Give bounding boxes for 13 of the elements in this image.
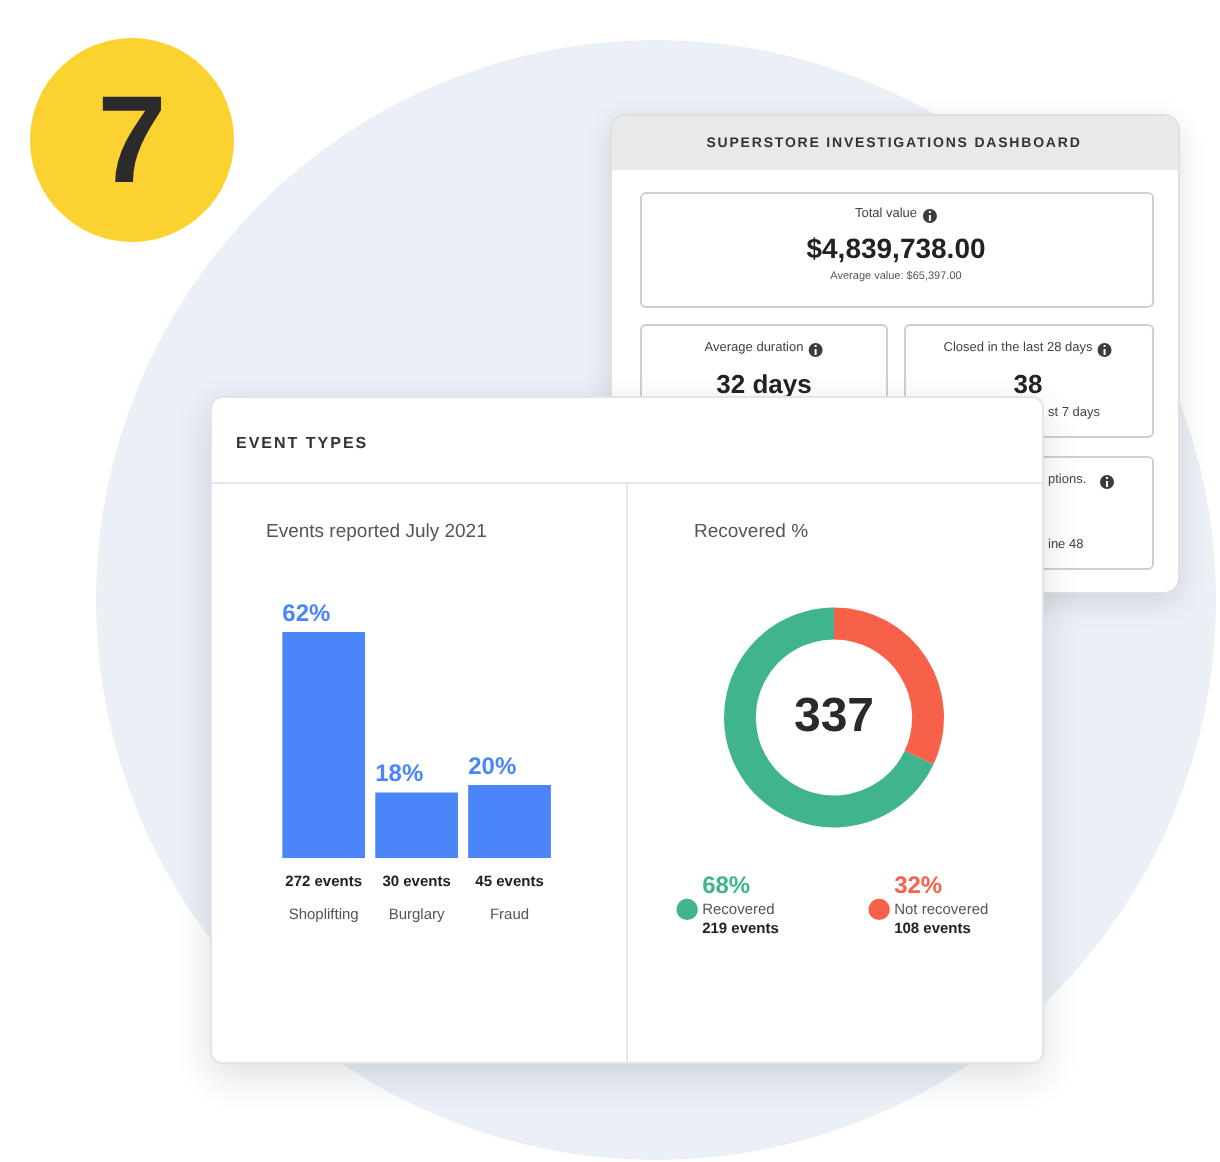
- text: EVENT TYPES: [236, 434, 369, 452]
- chart-title: Events reported July 2021: [266, 520, 487, 543]
- data-label: 20%: [468, 751, 517, 780]
- text: 337: [793, 688, 875, 743]
- chart-title: Recovered %: [694, 520, 809, 543]
- data-label: 18%: [375, 759, 424, 788]
- text: 32 days: [716, 369, 812, 399]
- text: 38: [1013, 369, 1043, 399]
- data-label: 62%: [282, 598, 332, 627]
- data-label: 32%: [894, 870, 943, 899]
- data-label: 68%: [702, 870, 751, 899]
- text: 7: [97, 72, 167, 210]
- text: $4,839,738.00: [806, 232, 986, 264]
